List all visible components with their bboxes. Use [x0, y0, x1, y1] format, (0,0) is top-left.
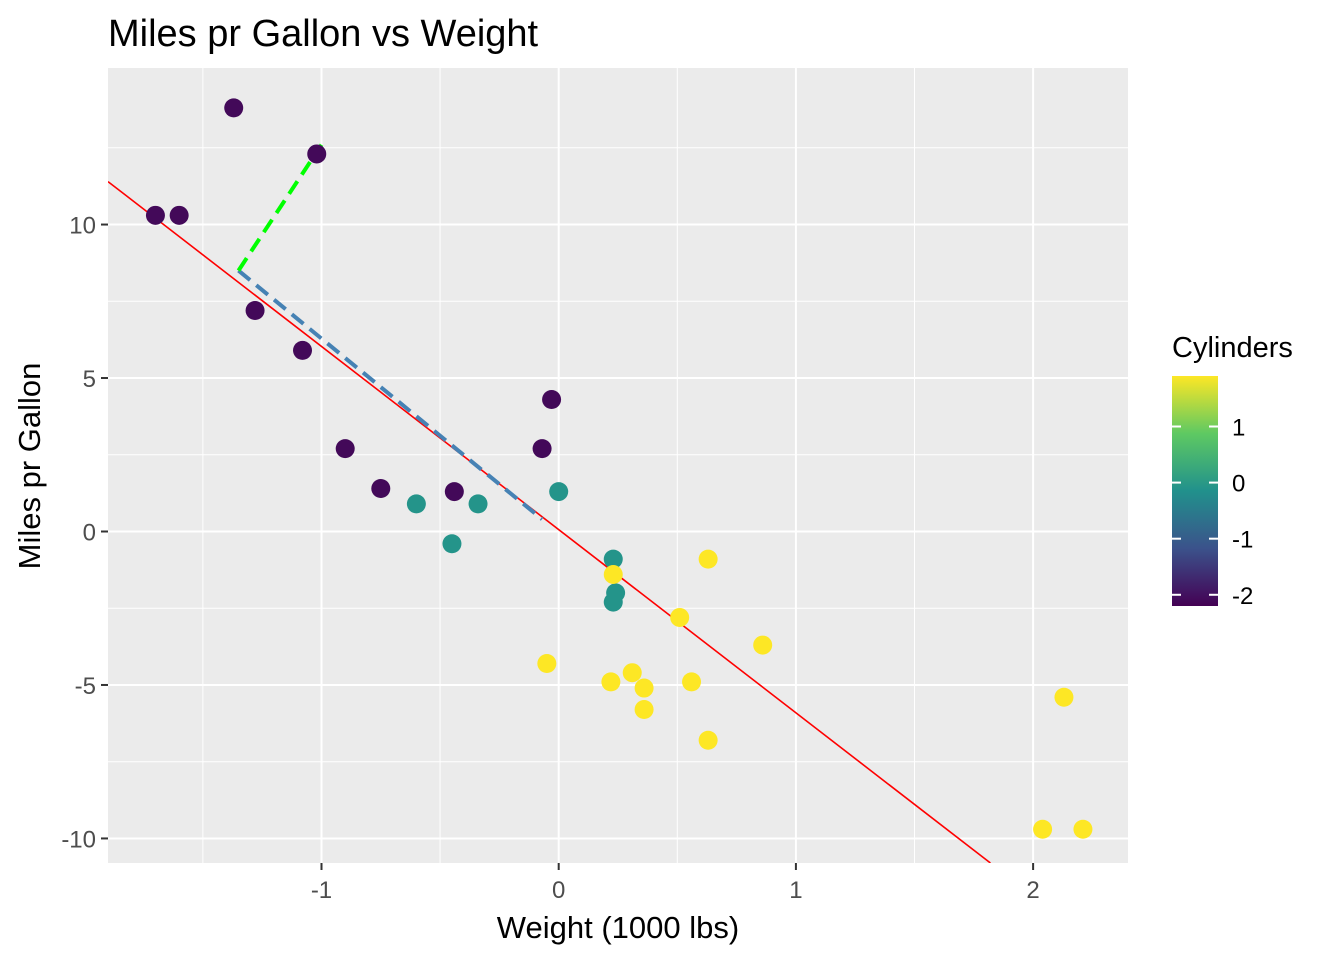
data-point	[145, 205, 165, 225]
y-tick-label: 10	[69, 213, 96, 240]
x-tick-label: 2	[1026, 877, 1039, 904]
x-tick-label: -1	[311, 877, 332, 904]
colorbar-tick-label: 0	[1232, 471, 1245, 498]
colorbar-title: Cylinders	[1172, 332, 1293, 364]
chart-title: Miles pr Gallon vs Weight	[108, 13, 539, 55]
y-axis-ticks: -10 -5 0 5 10	[61, 213, 108, 853]
y-tick-label: -10	[61, 826, 96, 853]
data-point	[293, 340, 313, 360]
data-point	[406, 494, 426, 514]
data-point	[307, 144, 327, 164]
x-tick-label: 0	[552, 877, 565, 904]
data-point	[468, 494, 488, 514]
colorbar-legend: Cylinders 1 0 -1 -2	[1172, 332, 1293, 610]
colorbar-ticks: 1 0 -1 -2	[1172, 414, 1253, 610]
colorbar-tick-label: -2	[1232, 583, 1253, 610]
y-tick-label: 5	[83, 366, 96, 393]
x-axis-title: Weight (1000 lbs)	[497, 910, 739, 945]
x-axis-ticks: -1 0 1 2	[311, 863, 1040, 904]
data-point	[698, 549, 718, 569]
regression-line	[108, 180, 991, 863]
data-point	[601, 672, 621, 692]
data-point	[603, 549, 623, 569]
data-point	[670, 607, 690, 627]
colorbar-tick-label: -1	[1232, 527, 1253, 554]
data-point	[1033, 819, 1053, 839]
data-point	[1073, 819, 1093, 839]
projection-line	[237, 269, 544, 521]
data-point	[169, 205, 189, 225]
data-point	[603, 564, 623, 584]
data-point	[444, 482, 464, 502]
data-point	[1054, 687, 1074, 707]
y-tick-label: -5	[75, 673, 96, 700]
data-point	[532, 439, 552, 459]
data-point	[682, 672, 702, 692]
data-point	[698, 730, 718, 750]
data-point	[634, 700, 654, 720]
data-point	[603, 592, 623, 612]
data-point	[634, 678, 654, 698]
data-point	[371, 479, 391, 499]
data-point	[335, 439, 355, 459]
data-point	[442, 534, 462, 554]
data-point	[537, 653, 557, 673]
data-points	[145, 98, 1093, 839]
residual-line	[236, 143, 324, 272]
plot-content	[108, 98, 1093, 863]
colorbar	[1172, 376, 1218, 606]
data-point	[542, 390, 562, 410]
data-point	[549, 482, 569, 502]
y-axis-title: Miles pr Gallon	[12, 363, 47, 570]
data-point	[622, 663, 642, 683]
data-point	[245, 300, 265, 320]
x-tick-label: 1	[789, 877, 802, 904]
data-point	[753, 635, 773, 655]
data-point	[224, 98, 244, 118]
y-tick-label: 0	[83, 519, 96, 546]
plot-panel	[108, 68, 1128, 863]
colorbar-tick-label: 1	[1232, 414, 1245, 441]
